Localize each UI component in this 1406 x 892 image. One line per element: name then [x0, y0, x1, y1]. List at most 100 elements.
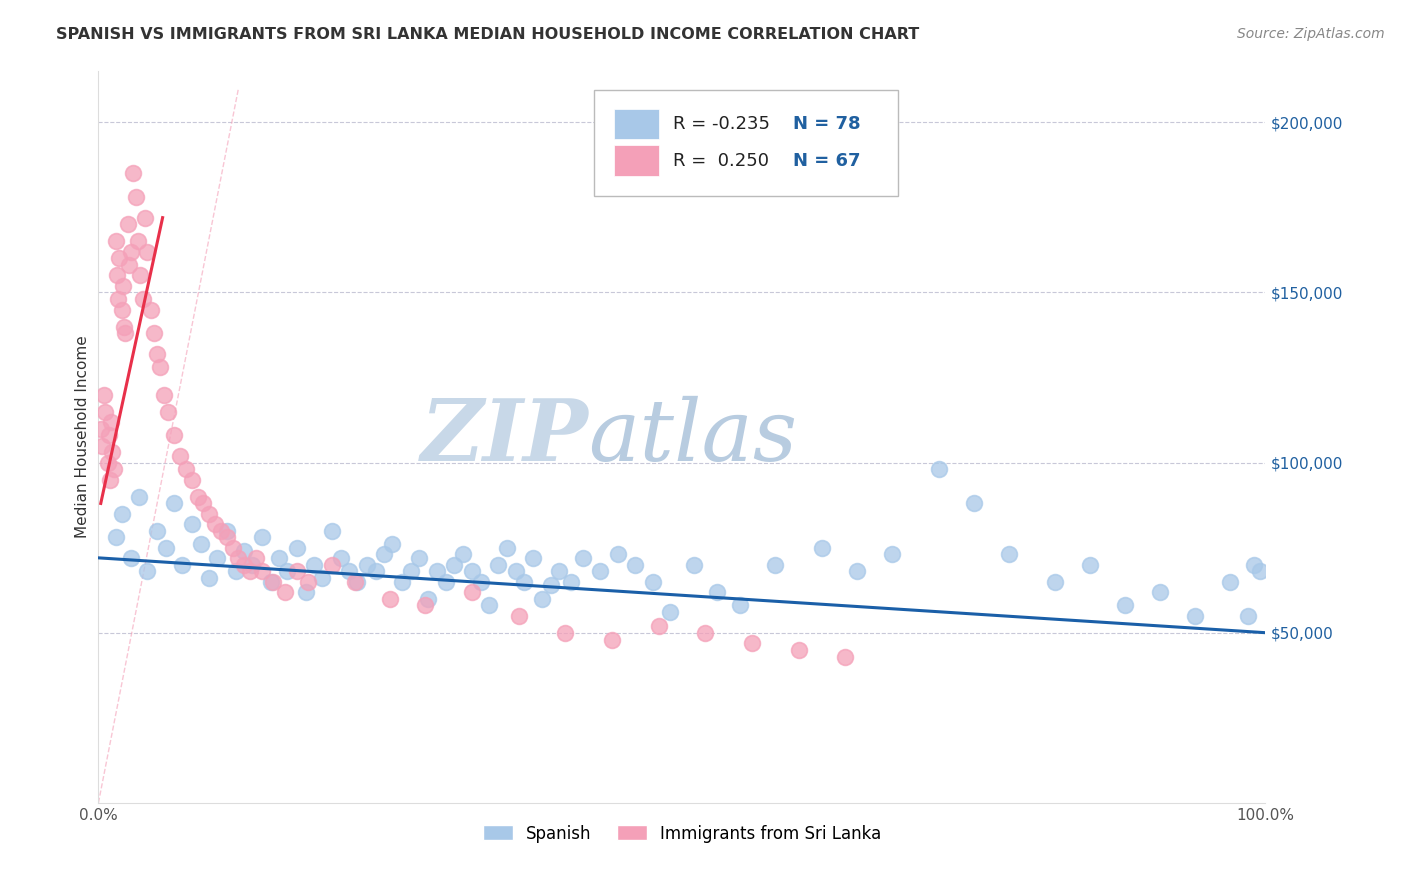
Point [114, 326, 136, 341]
Point [94, 404, 117, 418]
Point [204, 516, 226, 531]
Point [659, 605, 682, 619]
Point [209, 524, 232, 538]
Point [321, 524, 343, 538]
Point [120, 550, 142, 565]
Point [233, 544, 256, 558]
Text: N = 67: N = 67 [793, 152, 860, 169]
Point [97, 456, 120, 470]
Point [269, 550, 291, 565]
Bar [614, 145, 658, 176]
Point [127, 235, 149, 249]
Point [530, 591, 553, 606]
Point [103, 462, 125, 476]
Point [346, 574, 368, 589]
Point [180, 473, 202, 487]
Point [172, 558, 194, 572]
Point [250, 565, 273, 579]
Text: atlas: atlas [589, 396, 797, 478]
Point [129, 268, 152, 283]
Point [190, 537, 212, 551]
Point [221, 541, 243, 555]
Point [111, 278, 134, 293]
Point [125, 190, 148, 204]
Point [1249, 565, 1271, 579]
Point [155, 541, 177, 555]
Point [90, 439, 112, 453]
Point [297, 574, 319, 589]
Point [108, 252, 131, 266]
Point [193, 496, 215, 510]
Point [225, 565, 247, 579]
Point [1114, 599, 1136, 613]
Point [461, 565, 484, 579]
Point [285, 565, 308, 579]
Point [741, 636, 763, 650]
Point [98, 473, 121, 487]
Point [600, 632, 623, 647]
Text: SPANISH VS IMMIGRANTS FROM SRI LANKA MEDIAN HOUSEHOLD INCOME CORRELATION CHART: SPANISH VS IMMIGRANTS FROM SRI LANKA MED… [56, 27, 920, 42]
Point [695, 625, 717, 640]
Point [834, 649, 856, 664]
Point [97, 428, 120, 442]
Point [373, 548, 395, 562]
Point [104, 531, 127, 545]
Point [571, 550, 593, 565]
Point [451, 548, 474, 562]
Point [787, 642, 810, 657]
Legend: Spanish, Immigrants from Sri Lanka: Spanish, Immigrants from Sri Lanka [477, 818, 887, 849]
Text: R =  0.250: R = 0.250 [672, 152, 769, 169]
Point [152, 387, 174, 401]
Point [330, 550, 353, 565]
Point [641, 574, 664, 589]
Point [589, 565, 612, 579]
Point [157, 404, 180, 418]
Point [366, 565, 388, 579]
Point [505, 565, 527, 579]
Point [163, 496, 186, 510]
Point [187, 490, 209, 504]
Point [122, 166, 145, 180]
Point [470, 574, 492, 589]
Point [276, 565, 298, 579]
Point [508, 608, 530, 623]
Text: ZIP: ZIP [420, 395, 589, 479]
Point [295, 585, 318, 599]
Point [198, 571, 221, 585]
Y-axis label: Median Household Income: Median Household Income [75, 335, 90, 539]
Point [426, 565, 449, 579]
Point [136, 565, 159, 579]
Point [434, 574, 457, 589]
Point [1237, 608, 1260, 623]
Point [606, 548, 628, 562]
Point [163, 428, 186, 442]
Point [321, 558, 343, 572]
Point [880, 548, 903, 562]
Point [215, 531, 238, 545]
Point [356, 558, 378, 572]
Point [408, 550, 430, 565]
Point [548, 565, 571, 579]
Point [413, 599, 436, 613]
Point [496, 541, 519, 555]
Point [180, 516, 202, 531]
Point [285, 541, 308, 555]
Point [443, 558, 465, 572]
Point [540, 578, 562, 592]
Point [228, 550, 250, 565]
Point [111, 507, 134, 521]
Point [337, 565, 360, 579]
Point [143, 326, 166, 341]
Point [461, 585, 484, 599]
Point [174, 462, 197, 476]
Point [139, 302, 162, 317]
Point [134, 211, 156, 225]
Point [105, 268, 128, 283]
Point [146, 524, 169, 538]
Point [118, 258, 141, 272]
Point [1243, 558, 1265, 572]
Point [233, 558, 256, 572]
Point [198, 507, 221, 521]
Point [93, 387, 115, 401]
Point [100, 415, 122, 429]
